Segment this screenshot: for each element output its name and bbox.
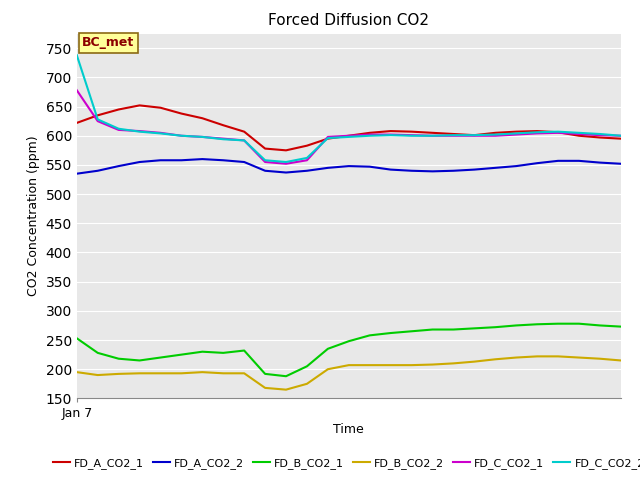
Text: BC_met: BC_met <box>83 36 134 49</box>
Legend: FD_A_CO2_1, FD_A_CO2_2, FD_B_CO2_1, FD_B_CO2_2, FD_C_CO2_1, FD_C_CO2_2: FD_A_CO2_1, FD_A_CO2_2, FD_B_CO2_1, FD_B… <box>49 453 640 473</box>
X-axis label: Time: Time <box>333 423 364 436</box>
Y-axis label: CO2 Concentration (ppm): CO2 Concentration (ppm) <box>27 136 40 296</box>
Title: Forced Diffusion CO2: Forced Diffusion CO2 <box>268 13 429 28</box>
